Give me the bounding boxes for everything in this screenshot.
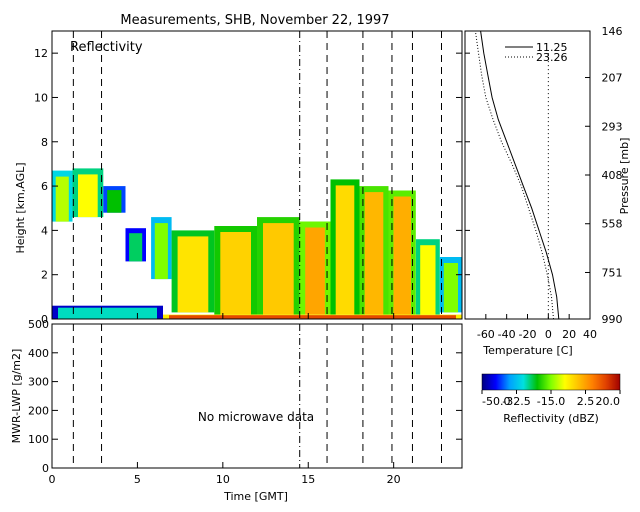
height-tick-label: 6 (41, 180, 48, 193)
height-axis-title: Height [km,AGL] (14, 162, 27, 253)
temperature-tick-label: -60 (477, 328, 495, 341)
time-axis: 0 5 10 15 20 (49, 313, 401, 486)
pressure-tick-label: 558 (602, 218, 623, 231)
echo-region-1 (78, 174, 98, 218)
lwp-tick-label: 400 (28, 347, 49, 360)
height-tick-label: 4 (41, 224, 48, 237)
pressure-tick-label: 207 (602, 72, 623, 85)
lwp-markers (72, 324, 442, 468)
lwp-tick-label: 0 (42, 462, 49, 475)
temperature-series-23-26 (474, 30, 554, 320)
colorbar-gradient (481, 373, 621, 391)
time-axis-title: Time [GMT] (223, 490, 288, 503)
pressure-axis-title: Pressure [mb] (618, 138, 631, 215)
time-tick-label: 15 (301, 473, 315, 486)
echo-region-7 (263, 223, 294, 315)
reflectivity-border (51, 30, 463, 320)
reflectivity-colorbar: -50.0-32.5 -15.0 2.5 20.0 Reflectivity (dBZ… (481, 373, 621, 425)
temperature-height-ticks (465, 52, 470, 320)
legend-label-23-26: 23.26 (536, 51, 568, 64)
lwp-panel: 0 100 200 300 400 500 0 5 10 15 20 No microwave d… (10, 313, 463, 503)
temperature-series-11-25 (480, 30, 560, 320)
lwp-border (51, 323, 463, 469)
echo-region-3 (129, 233, 143, 262)
echo-region-13 (443, 263, 458, 313)
pressure-tick-label: 751 (602, 266, 623, 279)
height-tick-label: 8 (41, 136, 48, 149)
temperature-axis-title: Temperature [C] (482, 344, 572, 357)
reflectivity-panel-label: Reflectivity (70, 40, 143, 55)
temperature-tick-label: 20 (562, 328, 576, 341)
colorbar-tick-label: -50.0 (482, 395, 510, 408)
colorbar-tick-label: -32.5 (502, 395, 530, 408)
temperature-tick-label: -40 (498, 328, 516, 341)
echo-region-6 (220, 232, 251, 315)
temperature-legend: 11.25 23.26 (505, 41, 568, 64)
colorbar-tick-label: -15.0 (537, 395, 565, 408)
colorbar-ticks: -50.0-32.5 -15.0 2.5 20.0 (481, 390, 621, 408)
echo-region-10 (364, 192, 384, 315)
echo-region-8 (305, 227, 325, 315)
height-tick-label: 12 (34, 47, 48, 60)
time-tick-label: 10 (216, 473, 230, 486)
echo-region-4 (154, 223, 168, 280)
lwp-axis-title: MWR-LWP [g/m2] (10, 349, 23, 444)
pressure-tick-label: 146 (602, 25, 623, 38)
temperature-border (464, 30, 591, 320)
temperature-tick-label: 0 (545, 328, 552, 341)
colorbar-title: Reflectivity (dBZ) (503, 412, 599, 425)
reflectivity-echo-layer (52, 168, 462, 319)
echo-region-15 (169, 315, 456, 319)
no-data-annotation: No microwave data (198, 410, 314, 424)
echo-region-14 (58, 307, 157, 319)
figure-title: Measurements, SHB, November 22, 1997 (120, 13, 389, 28)
lwp-tick-label: 100 (28, 433, 49, 446)
echo-region-9 (335, 185, 355, 315)
pressure-axis: 146 207 293 408 558 751 990 (585, 25, 623, 326)
lwp-tick-label: 300 (28, 376, 49, 389)
temperature-panel: -60 -40 -20 0 20 40 146 207 293 408 558 751 990 11.… (464, 25, 631, 357)
pressure-tick-label: 408 (602, 169, 623, 182)
reflectivity-panel: 0 2 4 6 8 10 12 Reflectivity Height [km,AGL] (14, 30, 463, 326)
echo-region-11 (393, 196, 411, 315)
temperature-tick-label: -20 (519, 328, 537, 341)
pressure-tick-label: 990 (602, 313, 623, 326)
echo-region-0 (55, 176, 69, 222)
height-tick-label: 10 (34, 91, 48, 104)
echo-region-5 (177, 236, 209, 313)
temperature-axis: -60 -40 -20 0 20 40 (477, 314, 597, 341)
legend-label-11-25: 11.25 (536, 41, 568, 54)
temperature-tick-label: 40 (583, 328, 597, 341)
lwp-tick-label: 500 (28, 318, 49, 331)
height-tick-label: 2 (41, 269, 48, 282)
time-tick-label: 20 (387, 473, 401, 486)
height-axis: 0 2 4 6 8 10 12 (34, 47, 462, 326)
echo-region-2 (107, 190, 122, 213)
colorbar-tick-label: 20.0 (596, 395, 621, 408)
pressure-tick-label: 293 (602, 120, 623, 133)
reflectivity-markers (72, 31, 442, 319)
time-tick-label: 5 (134, 473, 141, 486)
time-tick-label: 0 (49, 473, 56, 486)
lwp-tick-label: 200 (28, 404, 49, 417)
colorbar-tick-label: 2.5 (577, 395, 595, 408)
echo-region-12 (420, 245, 436, 315)
lwp-axis: 0 100 200 300 400 500 (28, 318, 462, 475)
height-tick-label: 0 (41, 313, 48, 326)
